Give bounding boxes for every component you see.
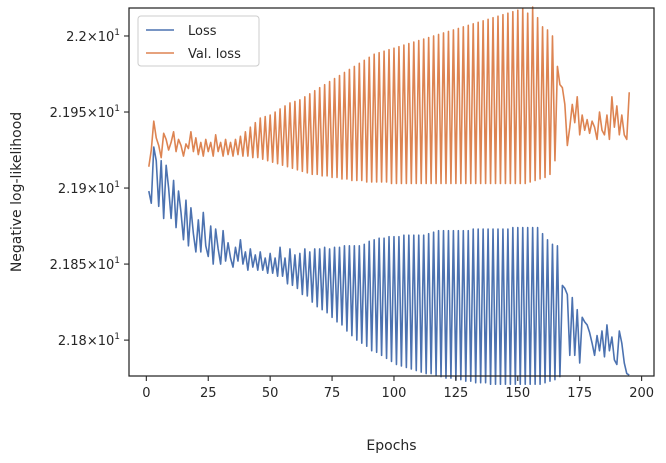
legend-label-val-loss: Val. loss <box>188 47 241 62</box>
x-tick-label: 100 <box>382 386 407 401</box>
y-tick-label: 2.18×101 <box>58 332 120 349</box>
plot-area <box>129 8 654 376</box>
y-tick-label: 2.19×101 <box>58 180 120 197</box>
y-tick-label: 2.2×101 <box>66 28 120 45</box>
legend: Loss Val. loss <box>137 15 260 67</box>
series-layer <box>148 6 631 386</box>
y-axis: 2.18×101 2.185×101 2.19×101 2.195×101 2.2×10… <box>50 28 129 349</box>
legend-label-loss: Loss <box>188 24 217 39</box>
x-tick-label: 25 <box>200 386 217 401</box>
x-tick-label: 0 <box>142 386 150 401</box>
series-line-val-loss <box>148 6 631 185</box>
y-tick-label: 2.195×101 <box>50 104 120 121</box>
x-axis-label: Epochs <box>366 438 416 454</box>
y-tick-label: 2.185×101 <box>50 256 120 273</box>
y-axis-label: Negative log-likelihood <box>9 112 25 272</box>
x-tick-label: 200 <box>629 386 654 401</box>
plot-frame <box>128 7 655 377</box>
series-line-loss <box>148 146 630 386</box>
x-tick-label: 150 <box>505 386 530 401</box>
x-tick-label: 50 <box>262 386 279 401</box>
x-tick-label: 75 <box>324 386 341 401</box>
x-axis: 0 25 50 75 100 125 150 175 200 <box>142 376 654 401</box>
x-tick-label: 125 <box>443 386 468 401</box>
x-tick-label: 175 <box>567 386 592 401</box>
